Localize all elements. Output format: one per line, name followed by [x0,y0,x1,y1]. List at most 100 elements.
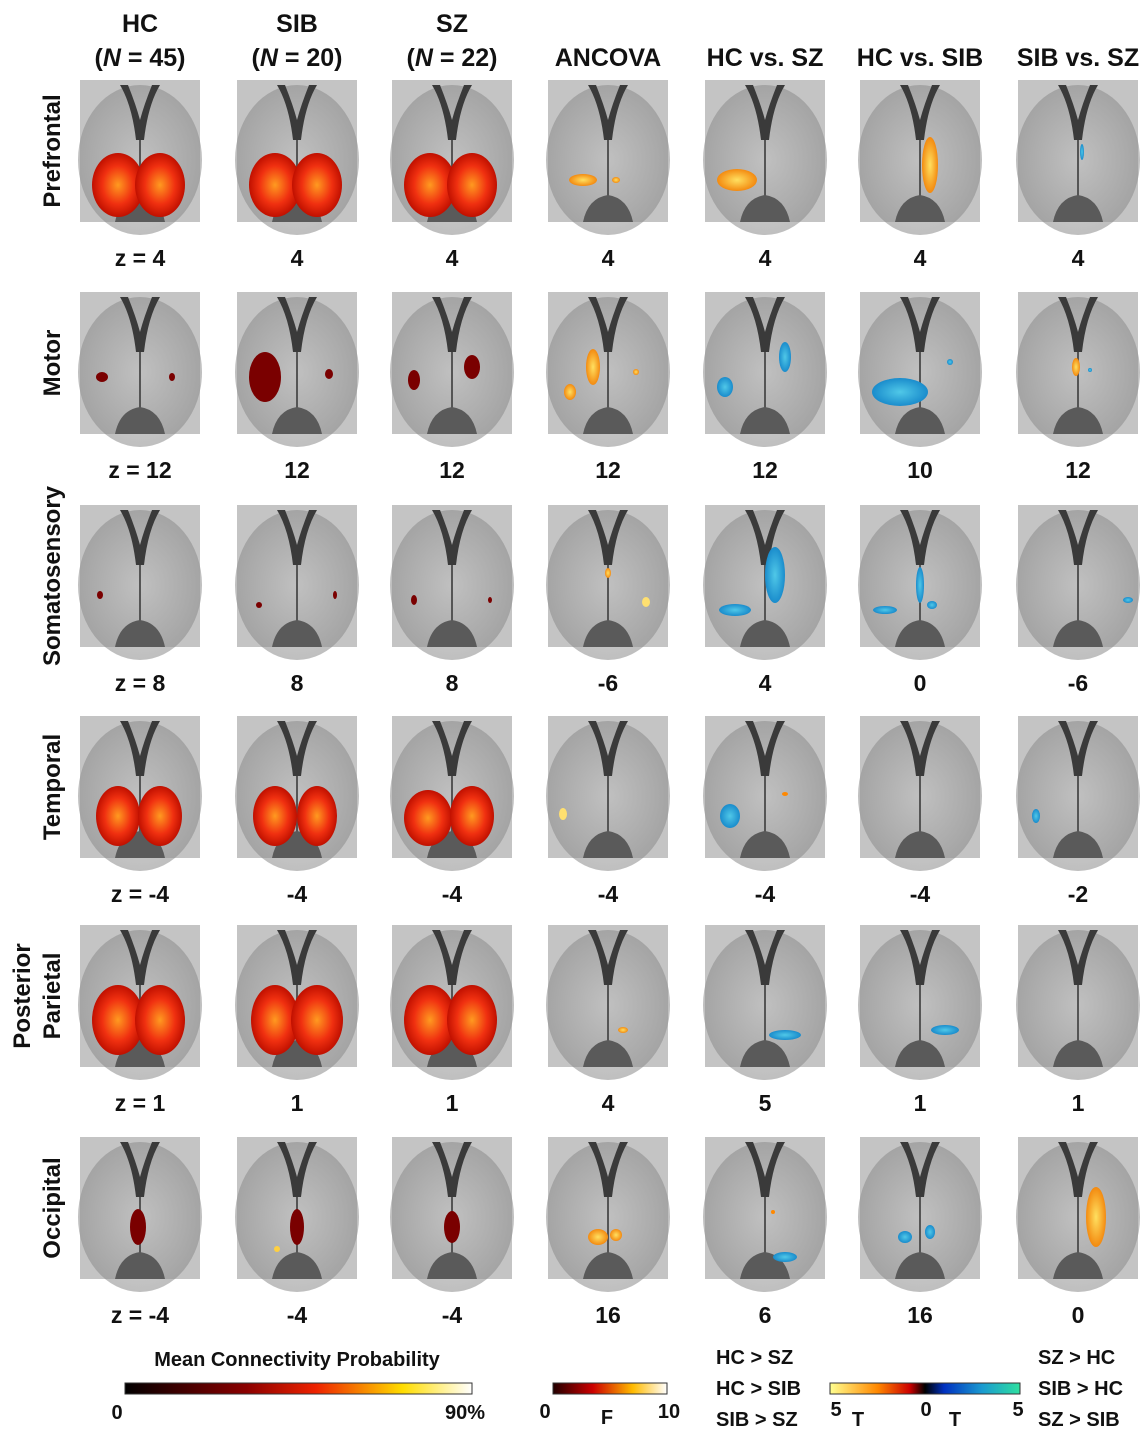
z-label: z = -4 [111,881,169,907]
z-label: -4 [598,881,619,907]
z-label: -4 [287,881,308,907]
activation-blob [1123,597,1133,603]
z-label: 8 [446,670,459,696]
midline [1077,565,1079,625]
z-label: 4 [759,245,772,271]
colorbar-label: F [601,1407,613,1429]
midline [607,352,609,412]
z-label: 0 [1072,1302,1085,1328]
midline [139,565,141,625]
activation-blob [1080,144,1084,160]
row-label: Prefrontal [39,94,66,207]
brain-slice [546,925,670,1080]
z-label: 1 [1072,1090,1085,1116]
brain-slice [703,1137,827,1292]
z-label: z = 1 [115,1090,166,1116]
activation-blob [169,373,175,381]
colorbar-min: 0 [539,1401,550,1423]
brain-slice [703,292,827,447]
activation-blob [135,153,185,217]
midline [296,352,298,412]
brain-slice [235,716,359,871]
z-label: -4 [442,881,463,907]
activation-blob [488,597,492,603]
z-label: -2 [1068,881,1088,907]
f-colorbar [553,1383,667,1394]
legend-title: Mean Connectivity Probability [154,1349,440,1371]
activation-blob [1088,368,1092,372]
z-label: -4 [287,1302,308,1328]
z-label: -6 [598,670,618,696]
activation-blob [96,372,108,382]
contrast-label: SIB > HC [1038,1378,1123,1400]
z-label: 12 [1065,457,1091,483]
z-label: 5 [759,1090,772,1116]
activation-blob [138,786,182,846]
subtitle-part: = 45) [121,44,186,72]
z-label: 12 [284,457,310,483]
midline [296,776,298,836]
row-label: Motor [39,330,66,397]
midline [919,1197,921,1257]
midline [139,352,141,412]
legend [125,1383,1020,1394]
activation-blob [408,370,420,390]
column-subtitle: (N = 20) [251,44,342,72]
activation-blob [274,1246,280,1252]
activation-blob [450,786,494,846]
t-colorbar [830,1383,1020,1394]
row-label: Occipital [39,1157,66,1258]
z-label: 4 [914,245,927,271]
activation-blob [447,153,497,217]
brain-slice [390,925,514,1080]
midline [764,776,766,836]
activation-blob [130,1209,146,1245]
midline [607,140,609,200]
activation-blob [586,349,600,385]
midline [1077,985,1079,1045]
brain-slice [858,80,982,235]
brain-slice [1016,505,1140,660]
activation-blob [290,1209,304,1245]
activation-blob [135,985,185,1055]
activation-blob [922,137,938,193]
brain-slice [78,80,202,235]
brain-slice [1016,292,1140,447]
brain-slice [703,925,827,1080]
colorbar-max: 10 [658,1401,680,1423]
activation-blob [256,602,262,608]
brain-slice [1016,925,1140,1080]
activation-blob [96,786,140,846]
activation-blob [916,567,924,603]
midline [764,985,766,1045]
brain-slice [858,292,982,447]
activation-blob [253,786,297,846]
activation-blob [633,369,639,375]
brain-slice [858,1137,982,1292]
column-title: ANCOVA [555,44,661,72]
activation-blob [872,378,928,406]
z-label: z = 12 [108,457,171,483]
figure: HC(N = 45)SIB(N = 20)SZ(N = 22)ANCOVAHC … [0,0,1141,1432]
midline [607,1197,609,1257]
column-subtitle: (N = 45) [94,44,185,72]
z-label: -4 [442,1302,463,1328]
midline [919,985,921,1045]
activation-blob [404,790,452,846]
brain-slice [703,80,827,235]
midline [451,565,453,625]
activation-blob [444,1211,460,1243]
brain-slice [858,925,982,1080]
brain-slice [703,716,827,871]
brain-slice [235,292,359,447]
activation-blob [1086,1187,1106,1247]
brain-slice [78,292,202,447]
brain-slice [78,716,202,871]
z-label: 12 [439,457,465,483]
colorbar-tick: 5 [830,1399,841,1421]
activation-blob [719,604,751,616]
brain-slice [858,716,982,871]
activation-blob [717,377,733,397]
brain-slice [546,292,670,447]
column-title: SIB vs. SZ [1017,44,1139,72]
